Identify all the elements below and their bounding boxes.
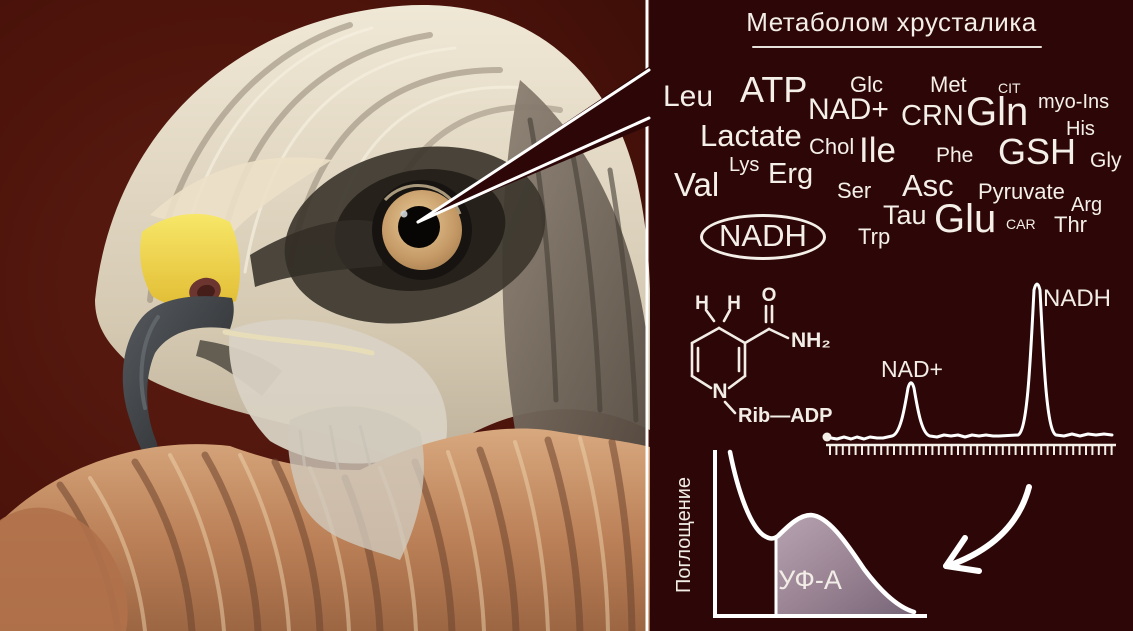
structure-nitrogen: N bbox=[712, 380, 727, 403]
metabolite-word: Tau bbox=[883, 200, 927, 230]
metabolite-word: Arg bbox=[1071, 194, 1103, 216]
metabolite-word: Thr bbox=[1054, 212, 1087, 237]
metabolite-word: Asc bbox=[902, 168, 954, 203]
metabolite-word: Gln bbox=[966, 90, 1029, 134]
absorption-curve bbox=[727, 449, 917, 615]
absorption-y-label: Поглощение bbox=[673, 477, 695, 593]
uva-arrow bbox=[943, 484, 1032, 574]
bird-eye bbox=[372, 180, 472, 280]
metabolite-word: Phe bbox=[936, 144, 974, 167]
metabolite-word: Ile bbox=[859, 131, 896, 170]
metabolite-word: Leu bbox=[663, 80, 714, 113]
metabolite-word: NAD+ bbox=[808, 93, 889, 126]
metabolite-word: ATP bbox=[740, 69, 808, 110]
nadh-structure: H H O NH₂ N Rib—ADP bbox=[690, 285, 832, 427]
uva-band-label: УФ-А bbox=[778, 565, 842, 595]
metabolite-word: Ser bbox=[837, 178, 872, 203]
metabolite-word: GSH bbox=[998, 131, 1077, 172]
metabolite-word: Gly bbox=[1090, 149, 1122, 172]
nmr-spectrum: NAD+ NADH bbox=[822, 282, 1116, 455]
nad-peak-label: NAD+ bbox=[881, 356, 943, 382]
gape-line bbox=[222, 329, 375, 356]
metabolite-word: Lys bbox=[729, 154, 760, 176]
metabolite-word: Trp bbox=[858, 224, 891, 249]
metabolite-cloud: Leu ATP Glc Met CIT myo-Ins NAD+ CRN Gln His Lacta… bbox=[650, 0, 1133, 280]
kite-photo-illustration bbox=[0, 0, 650, 631]
structure-h-right: H bbox=[727, 293, 741, 314]
metabolite-word: Met bbox=[930, 72, 967, 97]
beak-highlight bbox=[139, 315, 160, 410]
spectrum-trace bbox=[829, 282, 1114, 441]
metabolite-word: Erg bbox=[768, 158, 814, 190]
metabolite-word: CIT bbox=[998, 80, 1021, 96]
structure-amide: NH₂ bbox=[791, 329, 831, 352]
body-streaks-light bbox=[88, 436, 610, 631]
metabolite-word: Val bbox=[674, 166, 720, 203]
metabolite-word: Glu bbox=[934, 197, 997, 241]
metabolite-word: myo-Ins bbox=[1038, 91, 1110, 113]
bird-beak bbox=[122, 296, 234, 465]
plot-axes bbox=[713, 450, 927, 618]
title-underline bbox=[752, 46, 1042, 48]
structure-h-left: H bbox=[695, 293, 709, 314]
panel-graphics: H H O NH₂ N Rib—ADP NAD+ NADH bbox=[673, 282, 1116, 618]
left-shoulder bbox=[0, 507, 128, 631]
lore-band bbox=[250, 219, 382, 287]
metabolite-word: Lactate bbox=[700, 118, 802, 153]
metabolite-word: Chol bbox=[809, 134, 855, 159]
spectrum-start-dot bbox=[822, 432, 832, 442]
metabolite-word: Pyruvate bbox=[978, 179, 1065, 204]
structure-oxygen: O bbox=[762, 285, 777, 306]
structure-rib-adp: Rib—ADP bbox=[738, 405, 832, 427]
bird-nostril-inner bbox=[197, 284, 215, 300]
nadh-peak-label: NADH bbox=[1043, 285, 1111, 312]
uva-shaded-area bbox=[776, 516, 913, 615]
metabolite-word: NADH bbox=[700, 214, 826, 260]
panel-title: Метаболом хрусталика bbox=[746, 7, 1037, 37]
metabolite-word: CRN bbox=[901, 100, 964, 132]
metabolite-word: CAR bbox=[1006, 216, 1036, 232]
throat-silver bbox=[288, 406, 424, 560]
metabolite-word: Glc bbox=[850, 72, 883, 97]
metabolome-panel: Метаболом хрусталика Leu ATP Glc Met CIT myo-… bbox=[650, 0, 1133, 631]
metabolite-word: His bbox=[1066, 118, 1095, 140]
absorption-plot: Поглощение УФ-А bbox=[673, 449, 927, 618]
